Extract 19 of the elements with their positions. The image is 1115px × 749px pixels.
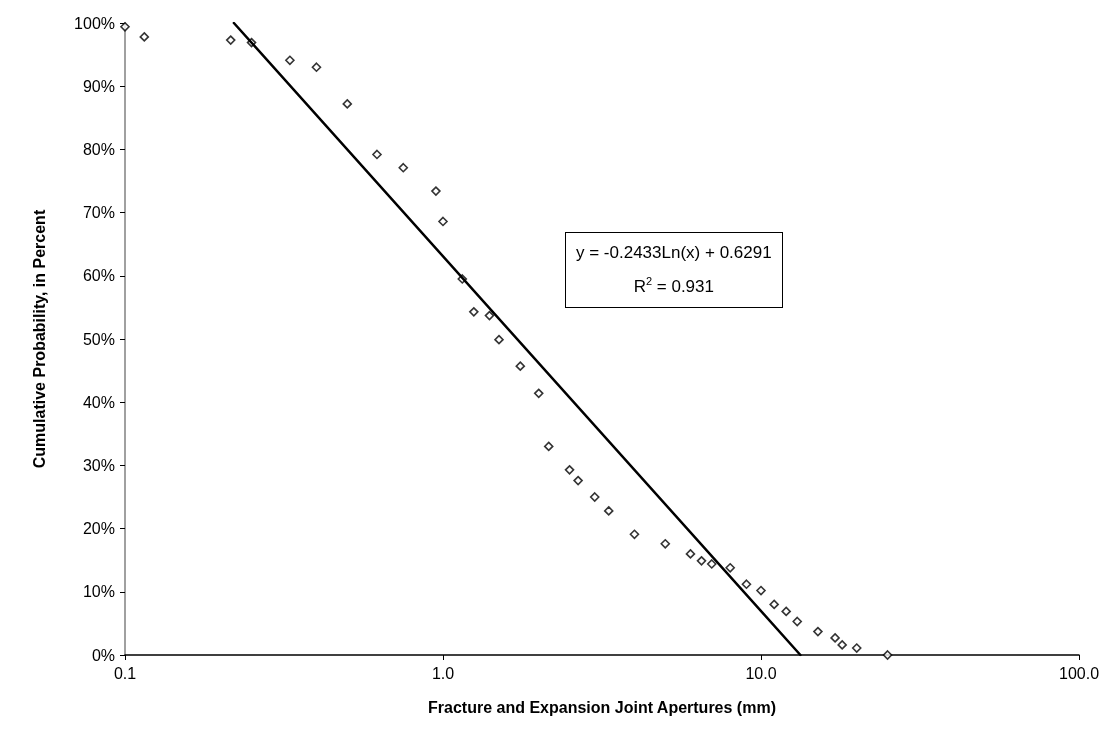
x-axis-title: Fracture and Expansion Joint Apertures (mm) [428,698,776,716]
x-tick-label: 10.0 [745,664,777,682]
y-tick-label: 30% [82,456,115,474]
y-tick-label: 60% [82,267,115,285]
annotation: y = -0.2433Ln(x) + 0.6291 [576,242,772,264]
y-axis-title: Cumulative Probability, in Percent [30,209,48,469]
x-tick-label: 100.0 [1058,664,1100,682]
annotation: R$^{2}$ = 0.931 [632,274,715,298]
y-tick-label: 80% [82,140,115,158]
y-tick-label: 50% [82,330,115,348]
y-tick-label: 10% [82,583,115,601]
x-tick-label: 1.0 [431,664,455,682]
y-tick-label: 40% [82,393,115,411]
y-tick-label: 20% [82,520,115,538]
y-tick-label: 90% [82,77,115,95]
x-tick-label: 0.1 [113,664,137,682]
y-tick-label: 100% [74,14,115,32]
y-tick-label: 0% [91,646,115,664]
y-tick-label: 70% [82,204,115,222]
